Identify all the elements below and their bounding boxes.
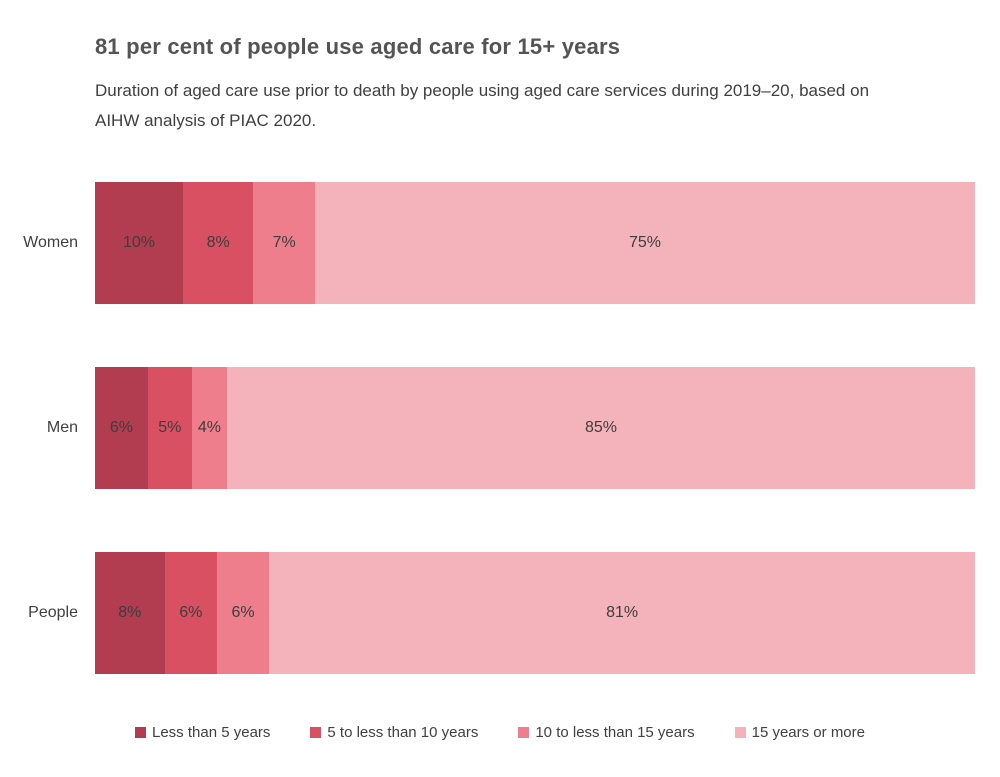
stacked-bar: 6% 5% 4% 85%	[95, 367, 975, 489]
category-label: Women	[23, 234, 78, 251]
segment-value-label: 6%	[231, 604, 255, 621]
chart-header: 81 per cent of people use aged care for …	[0, 0, 1000, 136]
chart-plot-area: Women 10% 8% 7% 75% Men 6% 5% 4% 85% People 8% 6% 6% 8…	[0, 182, 975, 674]
segment-value-label: 6%	[109, 419, 133, 436]
stacked-bar: 8% 6% 6% 81%	[95, 552, 975, 674]
bar-segment: 6%	[164, 552, 217, 674]
legend-label: Less than 5 years	[152, 724, 271, 741]
chart-subtitle: Duration of aged care use prior to death…	[95, 81, 870, 130]
segment-value-label: 5%	[158, 419, 182, 436]
chart-legend: Less than 5 years 5 to less than 10 years…	[0, 724, 1000, 741]
legend-item: 5 to less than 10 years	[310, 724, 478, 741]
legend-item: Less than 5 years	[135, 724, 270, 741]
legend-swatch-icon	[734, 727, 746, 738]
segment-value-label: 8%	[118, 604, 142, 621]
segment-value-label: 8%	[206, 234, 230, 251]
legend-swatch-icon	[135, 727, 146, 738]
bar-segment: 4%	[191, 367, 227, 489]
category-label: People	[28, 604, 78, 621]
bar-segment: 10%	[95, 182, 183, 304]
category-label: Men	[46, 419, 78, 436]
legend-label: 15 years or more	[751, 724, 865, 741]
legend-item: 15 years or more	[734, 724, 865, 741]
segment-value-label: 6%	[179, 604, 203, 621]
bar-segment: 6%	[216, 552, 270, 674]
bar-segment: 85%	[226, 367, 975, 489]
chart-row: People 8% 6% 6% 81%	[0, 552, 975, 674]
bar-segment: 7%	[253, 182, 315, 304]
segment-value-label: 4%	[197, 419, 221, 436]
bar-segment: 8%	[183, 182, 254, 304]
legend-label: 5 to less than 10 years	[327, 724, 479, 741]
segment-value-label: 75%	[628, 234, 661, 251]
segment-value-label: 7%	[272, 234, 296, 251]
segment-value-label: 10%	[122, 234, 156, 251]
chart-row: Men 6% 5% 4% 85%	[0, 367, 975, 489]
legend-swatch-icon	[310, 727, 322, 738]
segment-value-label: 85%	[584, 419, 617, 436]
legend-item: 10 to less than 15 years	[518, 724, 695, 741]
stacked-bar: 10% 8% 7% 75%	[95, 182, 975, 304]
bar-segment: 5%	[147, 367, 192, 489]
chart-row: Women 10% 8% 7% 75%	[0, 182, 975, 304]
legend-swatch-icon	[518, 727, 530, 738]
segment-value-label: 81%	[606, 604, 639, 621]
bar-segment: 8%	[95, 552, 165, 674]
bar-segment: 81%	[269, 552, 975, 674]
legend-label: 10 to less than 15 years	[535, 724, 695, 741]
chart-title: 81 per cent of people use aged care for …	[95, 34, 621, 59]
bar-segment: 75%	[314, 182, 975, 304]
bar-segment: 6%	[95, 367, 148, 489]
